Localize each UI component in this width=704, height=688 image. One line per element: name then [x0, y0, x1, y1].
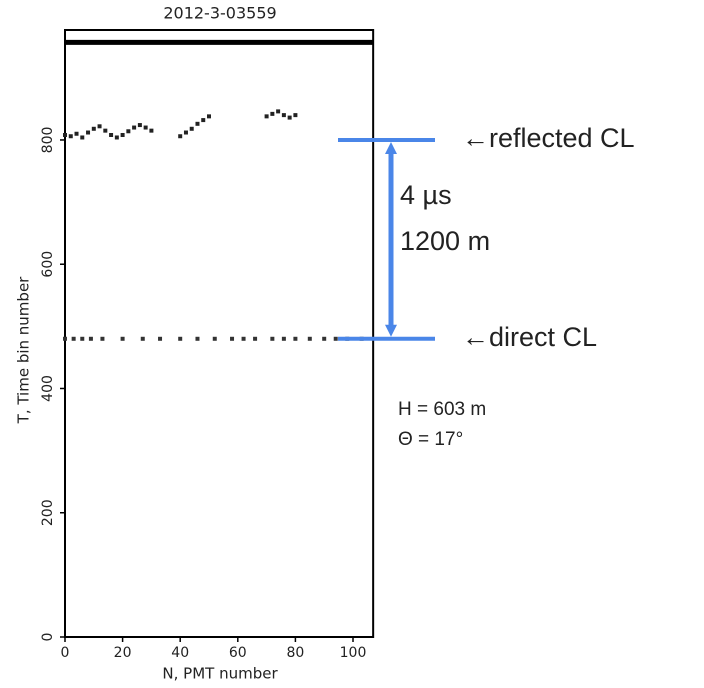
data-point [120, 336, 125, 341]
x-tick-label: 80 [286, 645, 304, 661]
data-point [264, 114, 269, 119]
data-point [132, 125, 137, 130]
data-point [293, 336, 298, 341]
x-axis-label: N, PMT number [162, 665, 278, 683]
data-point [183, 130, 188, 135]
plot-frame [64, 29, 375, 638]
x-tick-label: 100 [340, 645, 367, 661]
data-point [137, 123, 142, 128]
data-point [195, 121, 200, 126]
data-point [86, 130, 91, 135]
data-point [322, 336, 327, 341]
data-point [253, 336, 258, 341]
data-point [276, 109, 281, 114]
y-tick-label: 0 [40, 633, 56, 642]
data-point [178, 134, 183, 139]
arrow-head [385, 324, 397, 337]
y-tick-label: 800 [40, 127, 56, 154]
data-point [100, 336, 105, 341]
data-point [63, 336, 67, 341]
data-point [201, 118, 206, 123]
marker-label: ←reflected CL [462, 123, 635, 153]
data-point [307, 336, 312, 341]
data-point [120, 132, 125, 137]
annotation: 4 µs [400, 180, 452, 210]
y-tick-label: 600 [40, 251, 56, 278]
data-point [74, 131, 79, 136]
data-point [97, 124, 102, 129]
data-point [270, 111, 275, 116]
x-tick-label: 40 [171, 645, 189, 661]
data-point [158, 336, 163, 341]
y-axis-label: T, Time bin number [15, 276, 33, 425]
data-point [212, 336, 217, 341]
data-point [195, 336, 200, 341]
data-point [207, 114, 211, 119]
data-point [287, 115, 292, 120]
data-point [88, 336, 93, 341]
data-point [126, 129, 131, 134]
data-point [103, 128, 108, 133]
data-point [91, 126, 96, 131]
y-tick-label: 400 [40, 375, 56, 402]
data-point [333, 336, 338, 341]
data-point [143, 125, 148, 130]
data-point [149, 128, 154, 133]
data-point [68, 134, 73, 139]
data-point [80, 135, 85, 140]
data-point [109, 132, 114, 137]
annotation: 1200 m [400, 226, 490, 256]
data-point [80, 336, 85, 341]
data-point [281, 113, 286, 118]
x-tick-label: 60 [229, 645, 247, 661]
data-point [140, 336, 145, 341]
data-point [63, 132, 67, 137]
data-point [114, 135, 119, 140]
data-point [241, 336, 246, 341]
note: H = 603 m [398, 399, 486, 420]
arrow-head [385, 141, 397, 154]
data-point [189, 126, 194, 131]
chart-title: 2012-3-03559 [163, 4, 276, 23]
data-point [230, 336, 235, 341]
data-point [270, 336, 275, 341]
data-point [293, 113, 298, 118]
data-point [281, 336, 286, 341]
marker-label: ←direct CL [462, 322, 597, 352]
data-point [71, 336, 76, 341]
x-tick-label: 20 [114, 645, 132, 661]
x-tick-label: 0 [61, 645, 70, 661]
note: Θ = 17° [398, 429, 463, 450]
data-point [178, 336, 183, 341]
y-tick-label: 200 [40, 499, 56, 526]
